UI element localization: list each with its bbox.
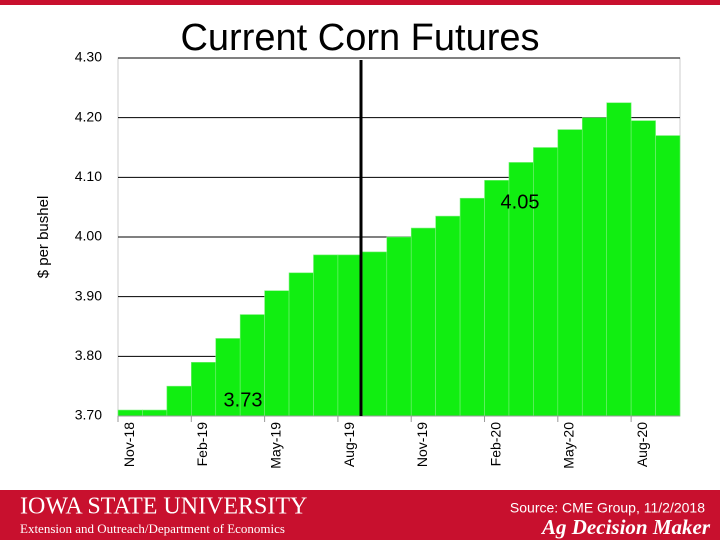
annotation: 3.73 bbox=[224, 389, 263, 411]
x-tick-label: May-19 bbox=[268, 422, 284, 469]
brand: Ag Decision Maker bbox=[540, 515, 711, 539]
x-tick-label: May-20 bbox=[561, 422, 577, 469]
bar bbox=[484, 180, 510, 417]
y-tick-label: 4.10 bbox=[75, 168, 102, 184]
y-tick-label: 3.70 bbox=[75, 407, 102, 423]
x-tick-label: Aug-20 bbox=[634, 422, 650, 467]
bar bbox=[166, 385, 192, 417]
bar bbox=[191, 361, 217, 417]
y-tick-label: 4.20 bbox=[75, 108, 102, 124]
bar bbox=[655, 135, 681, 417]
y-axis-label: $ per bushel bbox=[35, 196, 52, 279]
bar bbox=[606, 102, 632, 417]
bar bbox=[386, 236, 412, 417]
bar bbox=[337, 254, 363, 417]
x-tick-label: Feb-20 bbox=[487, 422, 503, 467]
bar bbox=[557, 129, 583, 417]
x-tick-label: Nov-19 bbox=[414, 422, 430, 467]
bar bbox=[264, 290, 290, 417]
bar bbox=[410, 227, 436, 417]
plot: 3.70 3.80 3.90 4.00 4.10 4.20 4.30 Nov-18 Feb-19… bbox=[75, 49, 681, 469]
y-tick-label: 4.30 bbox=[75, 49, 102, 65]
university-name: Iowa State University bbox=[20, 494, 307, 520]
bar bbox=[581, 117, 607, 417]
bar bbox=[142, 409, 168, 417]
y-tick-label: 3.80 bbox=[75, 347, 102, 363]
bar bbox=[533, 147, 559, 417]
bar bbox=[313, 254, 339, 417]
bar bbox=[288, 272, 314, 417]
bar bbox=[362, 251, 388, 417]
top-band bbox=[0, 0, 720, 5]
bar bbox=[435, 215, 461, 417]
y-tick-label: 4.00 bbox=[75, 228, 102, 244]
y-tick-label: 3.90 bbox=[75, 287, 102, 303]
x-tick-label: Aug-19 bbox=[341, 422, 357, 467]
bar bbox=[117, 409, 143, 417]
chart-title: Current Corn Futures bbox=[180, 17, 539, 59]
source: Source: CME Group, 11/2/2018 bbox=[510, 500, 705, 516]
annotation: 4.05 bbox=[501, 191, 540, 213]
bar bbox=[459, 197, 485, 417]
x-tick-label: Nov-18 bbox=[121, 422, 137, 467]
footer-band bbox=[0, 490, 720, 540]
x-tick-label: Feb-19 bbox=[194, 422, 210, 467]
department: Extension and Outreach/Department of Eco… bbox=[20, 521, 285, 536]
bar bbox=[630, 120, 656, 417]
